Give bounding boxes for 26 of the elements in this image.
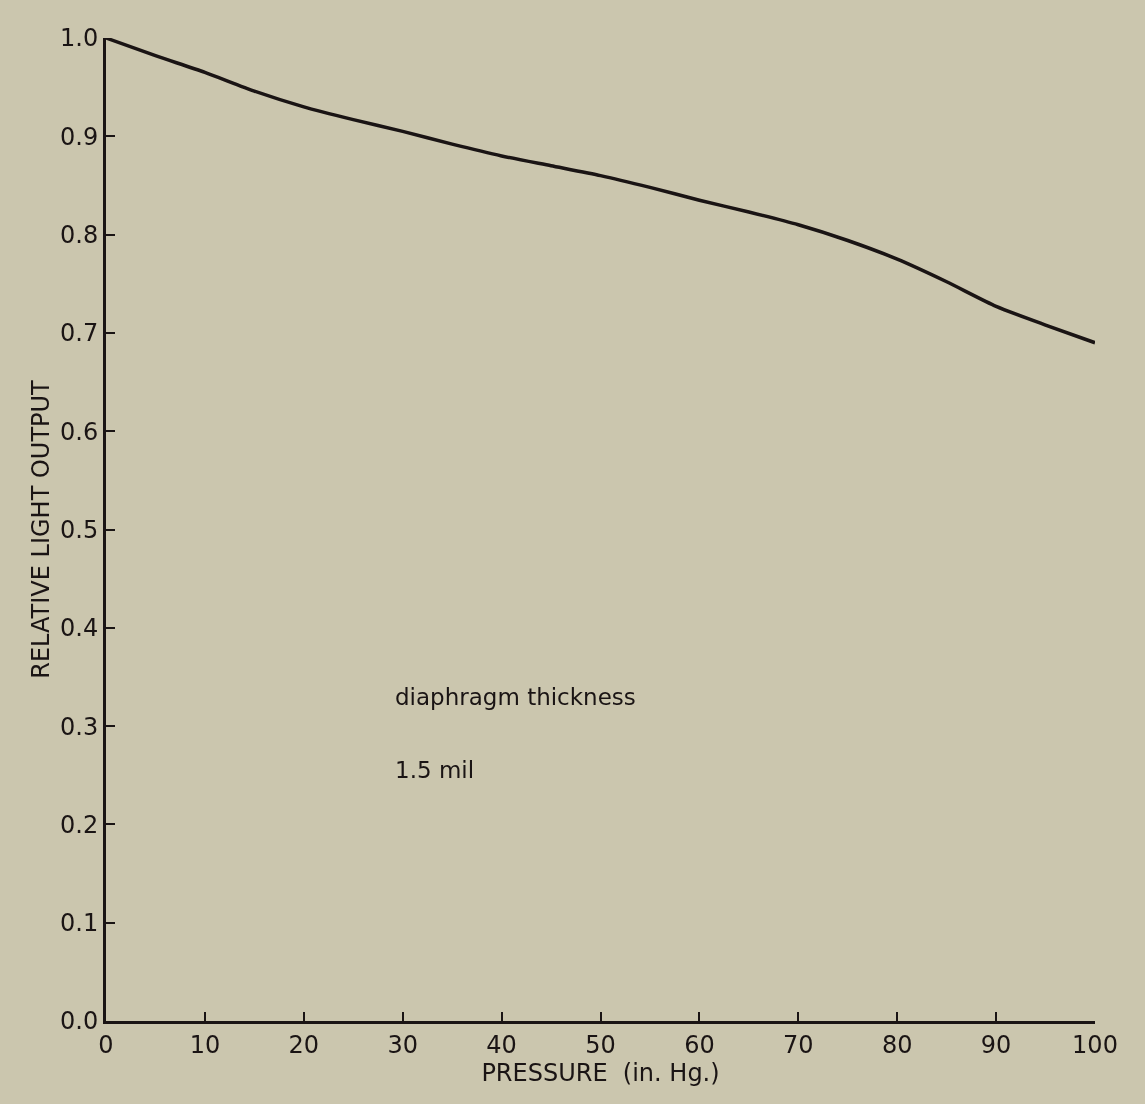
x-tick-label: 70 bbox=[783, 1030, 814, 1059]
x-tick-label: 50 bbox=[585, 1030, 616, 1059]
y-tick-label: 0.9 bbox=[60, 122, 99, 151]
y-axis-title: RELATIVE LIGHT OUTPUT bbox=[27, 379, 56, 679]
y-tick-label: 0.5 bbox=[60, 515, 99, 544]
annotation: 1.5 mil bbox=[395, 757, 475, 783]
x-tick-label: 90 bbox=[980, 1030, 1012, 1059]
y-tick-label: 0.6 bbox=[60, 417, 99, 446]
y-tick-label: 0.3 bbox=[60, 712, 99, 741]
x-tick-label: 10 bbox=[189, 1030, 221, 1059]
x-tick-label: 60 bbox=[684, 1030, 715, 1059]
x-axis-title: PRESSURE (in. Hg.) bbox=[481, 1058, 720, 1087]
y-tick-label: 0.8 bbox=[60, 221, 99, 249]
x-tick-label: 0 bbox=[98, 1030, 114, 1059]
y-tick-label: 0.2 bbox=[60, 810, 99, 839]
y-tick-label: 0.7 bbox=[60, 319, 99, 348]
x-tick-label: 20 bbox=[288, 1030, 320, 1059]
y-tick-label: 0.1 bbox=[60, 909, 99, 938]
x-tick-label: 40 bbox=[486, 1030, 517, 1059]
x-tick-label: 100 bbox=[1072, 1030, 1118, 1059]
y-tick-label: 1.0 bbox=[60, 24, 99, 53]
x-tick-label: 30 bbox=[387, 1030, 418, 1059]
y-tick-label: 0.0 bbox=[60, 1007, 99, 1036]
x-tick-label: 80 bbox=[881, 1030, 913, 1059]
y-tick-label: 0.4 bbox=[60, 614, 99, 643]
annotation: diaphragm thickness bbox=[395, 684, 636, 710]
